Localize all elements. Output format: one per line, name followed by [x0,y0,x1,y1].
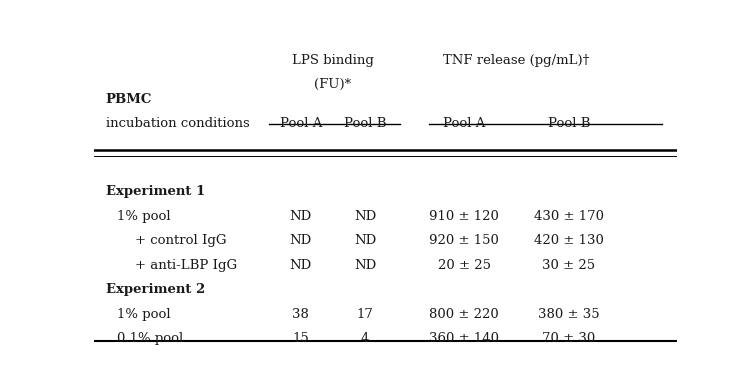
Text: Pool A: Pool A [443,117,485,130]
Text: 17: 17 [356,308,374,321]
Text: 70 ± 30: 70 ± 30 [542,333,596,345]
Text: Pool B: Pool B [547,117,590,130]
Text: 360 ± 140: 360 ± 140 [429,333,499,345]
Text: ND: ND [354,210,376,223]
Text: 15: 15 [293,333,309,345]
Text: ND: ND [290,210,312,223]
Text: ND: ND [290,234,312,248]
Text: 30 ± 25: 30 ± 25 [542,259,596,272]
Text: 430 ± 170: 430 ± 170 [534,210,604,223]
Text: Experiment 1: Experiment 1 [105,185,205,199]
Text: 1% pool: 1% pool [117,308,171,321]
Text: 420 ± 130: 420 ± 130 [534,234,604,248]
Text: + anti-LBP IgG: + anti-LBP IgG [135,259,237,272]
Text: 0.1% pool: 0.1% pool [117,333,183,345]
Text: Pool B: Pool B [344,117,387,130]
Text: Experiment 2: Experiment 2 [105,284,205,296]
Text: PBMC: PBMC [105,93,152,106]
Text: 800 ± 220: 800 ± 220 [429,308,499,321]
Text: 20 ± 25: 20 ± 25 [438,259,490,272]
Text: 4: 4 [361,333,369,345]
Text: LPS binding: LPS binding [292,54,374,67]
Text: incubation conditions: incubation conditions [105,117,250,130]
Text: Pool A: Pool A [280,117,322,130]
Text: 910 ± 120: 910 ± 120 [429,210,499,223]
Text: 1% pool: 1% pool [117,210,171,223]
Text: TNF release (pg/mL)†: TNF release (pg/mL)† [444,54,590,67]
Text: 920 ± 150: 920 ± 150 [429,234,499,248]
Text: ND: ND [290,259,312,272]
Text: + control IgG: + control IgG [135,234,226,248]
Text: 38: 38 [293,308,309,321]
Text: ND: ND [354,234,376,248]
Text: 380 ± 35: 380 ± 35 [538,308,600,321]
Text: ND: ND [354,259,376,272]
Text: (FU)*: (FU)* [314,78,351,91]
